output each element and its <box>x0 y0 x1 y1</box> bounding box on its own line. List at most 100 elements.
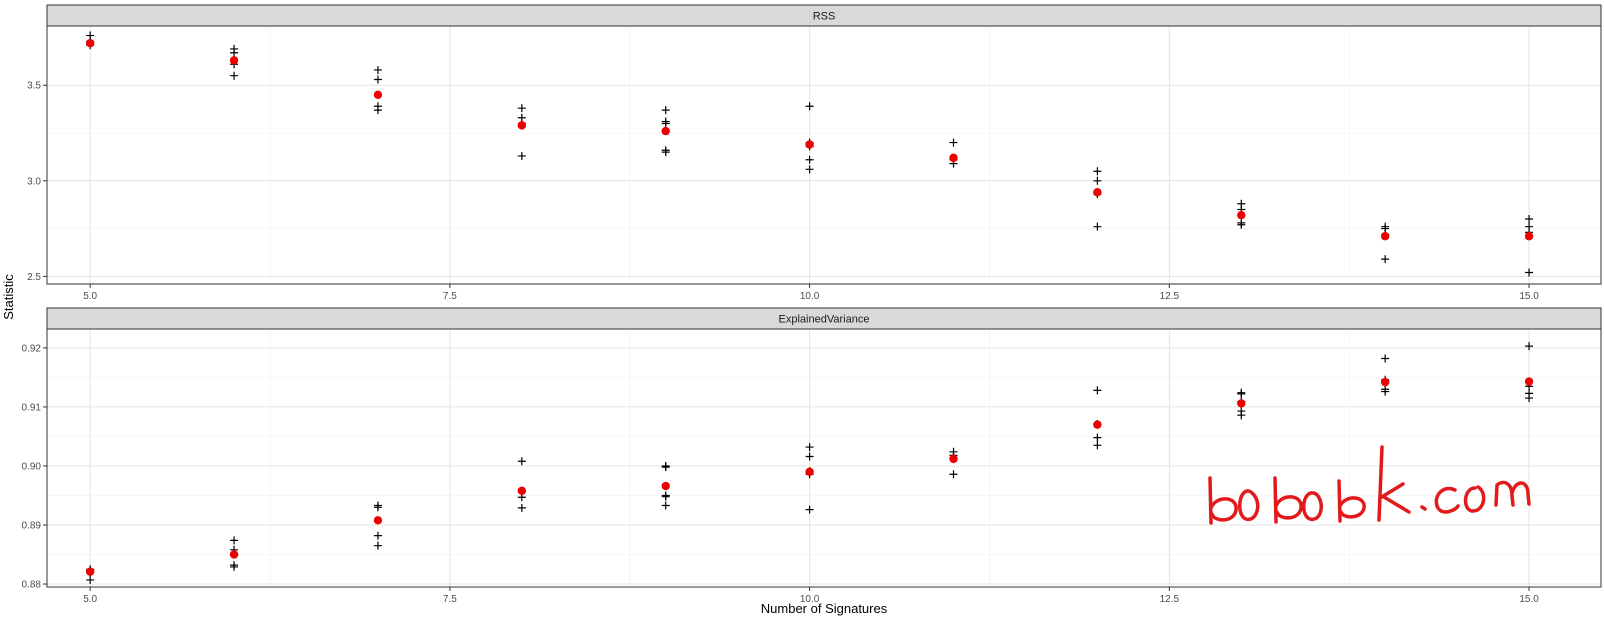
rss-mean-point <box>229 56 239 65</box>
rss-strip-label: RSS <box>813 11 836 23</box>
rss-run-point <box>230 48 239 57</box>
rss-axes: 5.0 7.5 10.0 12.5 15.0 2.5 3.0 3.5 <box>27 81 1539 302</box>
rss-marks <box>85 31 1534 277</box>
explained-variance-run-point <box>517 457 526 466</box>
explained-variance-run-point <box>805 443 814 452</box>
rss-run-point <box>1381 255 1390 264</box>
rss-run-point <box>949 138 958 147</box>
explained-variance-plot-area <box>47 329 1601 587</box>
explained-variance-mean-point <box>229 550 239 559</box>
explained-variance-run-point <box>373 531 382 540</box>
explained-variance-mean-point <box>949 454 958 464</box>
rss-mean-point <box>85 39 95 48</box>
explained-variance-run-point <box>1237 389 1246 398</box>
rss-run-point <box>661 106 670 115</box>
explained-variance-x-tick-label: 5.0 <box>83 594 97 605</box>
explained-variance-marks <box>85 342 1534 584</box>
explained-variance-run-point <box>517 503 526 512</box>
rss-mean-point <box>1524 232 1534 241</box>
explained-variance-x-tick-label: 10.0 <box>800 594 820 605</box>
rss-run-point <box>517 151 526 160</box>
rss-run-point <box>1093 176 1102 185</box>
rss-run-point <box>661 119 670 128</box>
explained-variance-axes: 5.0 7.5 10.0 12.5 15.0 0.88 0.89 0.90 0.91 0.92 <box>22 343 1540 605</box>
watermark <box>1208 445 1531 525</box>
explained-variance-mean-point <box>1093 420 1102 429</box>
explained-variance-run-point <box>661 492 670 501</box>
rss-mean-point <box>1237 211 1246 220</box>
explained-variance-mean-point <box>517 486 527 495</box>
rss-run-point <box>1525 215 1534 224</box>
explained-variance-panel-border <box>46 328 1602 588</box>
explained-variance-run-point <box>1093 433 1102 442</box>
rss-x-tick-label: 12.5 <box>1160 291 1180 302</box>
rss-mean-point <box>1380 232 1390 241</box>
rss-panel: RSS 5.0 7.5 10.0 12.5 15.0 2.5 3.0 3.5 <box>27 4 1602 302</box>
rss-y-tick-label: 3.0 <box>27 176 41 187</box>
rss-mean-point <box>517 121 527 130</box>
rss-x-tick-label: 15.0 <box>1519 291 1539 302</box>
explained-variance-mean-point <box>373 516 383 525</box>
explained-variance-mean-point <box>85 567 95 576</box>
explained-variance-panel: ExplainedVariance 5.0 7.5 10.0 12.5 15.0 0.88… <box>22 307 1602 605</box>
explained-variance-run-point <box>230 536 239 545</box>
explained-variance-run-point <box>373 503 382 512</box>
explained-variance-run-point <box>373 541 382 550</box>
rss-mean-point <box>661 126 670 136</box>
explained-variance-run-point <box>1093 386 1102 395</box>
explained-variance-run-point <box>805 505 814 514</box>
explained-variance-y-tick-label: 0.92 <box>22 343 42 354</box>
explained-variance-y-tick-label: 0.90 <box>22 461 42 472</box>
explained-variance-run-point <box>1381 354 1390 363</box>
rss-run-point <box>373 106 382 115</box>
explained-variance-mean-point <box>1524 377 1534 386</box>
rss-panel-border <box>46 25 1602 285</box>
rss-x-tick-label: 5.0 <box>83 291 97 302</box>
explained-variance-run-point <box>1381 387 1390 396</box>
rss-x-tick-label: 10.0 <box>800 291 820 302</box>
rss-plot-area <box>47 26 1601 284</box>
explained-variance-run-point <box>1525 342 1534 351</box>
explained-variance-x-tick-label: 12.5 <box>1160 594 1180 605</box>
explained-variance-mean-point <box>805 467 814 477</box>
explained-variance-mean-point <box>661 481 670 491</box>
rss-gridlines <box>47 26 1601 284</box>
rss-run-point <box>1525 268 1534 277</box>
rss-mean-point <box>373 90 383 100</box>
explained-variance-y-tick-label: 0.91 <box>22 402 42 413</box>
explained-variance-run-point <box>1237 411 1246 420</box>
explained-variance-run-point <box>1525 394 1534 403</box>
rss-run-point <box>1093 222 1102 231</box>
explained-variance-run-point <box>661 463 670 472</box>
rss-run-point <box>1093 167 1102 176</box>
rss-run-point <box>805 102 814 111</box>
rss-mean-point <box>805 140 814 149</box>
explained-variance-mean-point <box>1380 377 1390 387</box>
rss-y-tick-label: 3.5 <box>27 81 41 92</box>
y-axis-title: Statistic <box>1 274 16 320</box>
rss-run-point <box>661 148 670 157</box>
rss-run-point <box>1237 220 1246 229</box>
explained-variance-x-tick-label: 7.5 <box>443 594 457 605</box>
explained-variance-y-tick-label: 0.89 <box>22 521 42 532</box>
rss-run-point <box>373 75 382 84</box>
rss-run-point <box>517 104 526 113</box>
rss-run-point <box>373 65 382 74</box>
rss-mean-point <box>949 153 958 163</box>
rss-run-point <box>805 165 814 174</box>
explained-variance-run-point <box>949 470 958 479</box>
explained-variance-run-point <box>230 562 239 571</box>
explained-variance-run-point <box>805 452 814 461</box>
explained-variance-mean-point <box>1237 399 1246 408</box>
explained-variance-run-point <box>1093 441 1102 450</box>
explained-variance-run-point <box>661 501 670 510</box>
rss-x-tick-label: 7.5 <box>443 291 457 302</box>
rss-run-point <box>230 71 239 80</box>
rss-mean-point <box>1093 188 1102 197</box>
explained-variance-strip-label: ExplainedVariance <box>779 314 870 326</box>
x-axis-title: Number of Signatures <box>761 601 888 616</box>
explained-variance-run-point <box>86 575 95 584</box>
watermark-handwriting <box>1208 445 1531 525</box>
rss-run-point <box>805 155 814 164</box>
